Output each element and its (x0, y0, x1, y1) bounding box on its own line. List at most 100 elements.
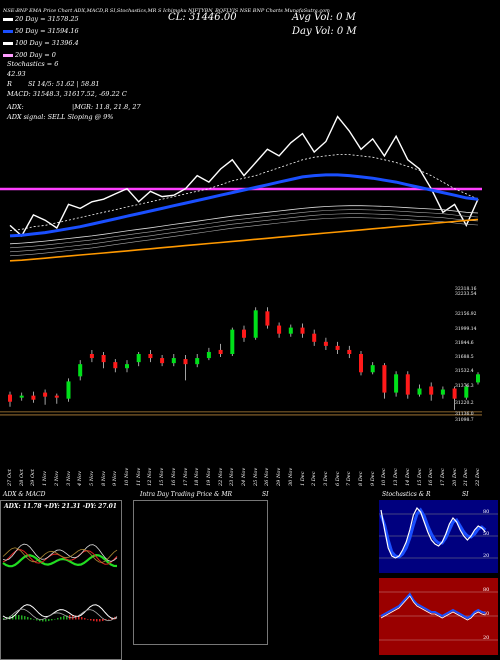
candle-body (206, 351, 211, 359)
macd-readout: MACD: 31548.3, 31617.52, -69.22 C (7, 90, 127, 98)
macd-histogram-bar (72, 615, 74, 620)
candle-body (19, 395, 24, 398)
date-tick-label: 16 Nov (170, 467, 177, 486)
date-tick-label: 11 Nov (135, 467, 142, 486)
legend-swatch-icon (3, 41, 13, 45)
legend-swatch-icon (3, 17, 13, 21)
price-tick-label: 31376.3 (455, 384, 474, 389)
candle-body (253, 310, 258, 338)
date-tick-label: 21 Dec (463, 468, 470, 486)
date-tick-label: 17 Dec (439, 468, 446, 486)
date-tick-label: 27 Oct (7, 469, 13, 486)
macd-histogram-bar (15, 615, 17, 620)
date-tick-label: 3 Dec (322, 471, 329, 486)
candle-body (347, 349, 352, 354)
adx-macd-panel: ADX: 11.78 +DY: 21.31 -DY: 27.01 (0, 500, 122, 660)
legend-20-day: 20 Day = 31578.25 (3, 15, 79, 23)
price-tick-label: 32318.16 (455, 287, 477, 292)
date-tick-label: 16 Dec (428, 468, 435, 486)
macd-histogram-bar (21, 615, 23, 620)
candle-body (440, 389, 445, 395)
stochastics-level-label: 80 (483, 509, 489, 515)
candle-body (218, 349, 223, 354)
series-line-200-day-ema (9, 218, 479, 262)
legend-200-day: 200 Day = 0 (3, 51, 56, 59)
date-tick-label: 2 Dec (311, 471, 318, 486)
macd-histogram-bar (78, 616, 80, 620)
adx-values-label: ADX: 11.78 +DY: 21.31 -DY: 27.01 (4, 503, 117, 510)
macd-histogram-bar (36, 619, 38, 621)
rsi-level-label: 50 (483, 611, 489, 617)
ema-price-chart (0, 115, 482, 262)
legend-50-day: 50 Day = 31594.16 (3, 27, 79, 35)
si-readout: SI 14/5: 51.62 | 58.81 (28, 80, 100, 88)
macd-histogram-bar (3, 618, 5, 620)
macd-histogram-bar (96, 619, 98, 622)
chart-header-line: NSE:BNP EMA Price Chart ADX,MACD,R SI,St… (3, 8, 330, 14)
candle-body (113, 362, 118, 369)
date-tick-label: 10 Dec (381, 468, 388, 486)
legend-label: 20 Day = 31578.25 (15, 15, 79, 23)
rsi-level-label: 80 (483, 587, 489, 593)
macd-histogram-bar (66, 615, 68, 620)
series-line-20-day-ema (9, 154, 479, 232)
date-tick-label: 22 Dec (475, 468, 481, 486)
date-tick-label: 9 Dec (369, 471, 376, 486)
macd-histogram-bar (87, 619, 89, 620)
candle-body (335, 345, 340, 350)
date-tick-label: 12 Nov (147, 467, 154, 486)
macd-histogram-bar (24, 616, 26, 620)
candle-body (89, 354, 94, 359)
date-tick-label: 23 Nov (229, 467, 236, 486)
candle-body (136, 354, 141, 363)
series-line-50-day-ema (9, 173, 479, 238)
price-tick-label: 31844.6 (455, 341, 474, 346)
candle-body (101, 355, 106, 363)
candle-body (323, 341, 328, 346)
macd-histogram-bar (84, 618, 86, 620)
candle-body (452, 388, 457, 399)
price-tick-label: 31999.14 (455, 327, 477, 332)
date-tick-label: 22 Nov (217, 467, 224, 486)
date-tick-label: 1 Dec (299, 471, 306, 486)
legend-label: 100 Day = 31396.4 (15, 39, 79, 47)
series-line-100-day-ema (9, 205, 479, 245)
candle-body (405, 374, 410, 395)
stochastics-title: Stochastics & R (382, 491, 431, 498)
candle-body (66, 381, 71, 399)
stochastics-k-line (380, 506, 486, 559)
macd-histogram-bar (81, 617, 83, 620)
date-tick-label: 8 Dec (358, 471, 364, 486)
candle-body (476, 374, 480, 383)
date-tick-label: 24 Nov (241, 467, 247, 486)
adx-lines (2, 543, 118, 622)
candle-body (382, 365, 387, 393)
adx-signal: ADX signal: SELL Sloping @ 9% (7, 113, 114, 121)
date-tick-label: 20 Dec (451, 468, 458, 486)
price-tick-label: 31098.7 (455, 418, 474, 423)
legend-label: 200 Day = 0 (15, 51, 56, 59)
price-tick-label: 31688.5 (455, 355, 474, 360)
candlestick-chart (0, 307, 482, 416)
macd-histogram-bar (39, 619, 41, 622)
candle-body (125, 364, 129, 369)
stochastics-si: SI (462, 491, 469, 498)
legend-swatch-icon (3, 53, 13, 57)
candle-body (429, 386, 434, 395)
intraday-panel (133, 500, 268, 645)
macd-histogram-bar (108, 618, 110, 620)
stochastics-readout: Stochastics = 6 (7, 60, 59, 68)
macd-histogram-bar (102, 619, 104, 622)
rsi-level-label: 20 (483, 635, 489, 641)
candle-body (265, 311, 270, 326)
stochastics-d-line (379, 507, 487, 559)
close-price-label: CL: 31446.00 (168, 12, 237, 23)
price-tick-label: 31220.2 (455, 401, 474, 406)
candle-body (54, 395, 59, 398)
ema-ribbon-line (9, 213, 479, 253)
legend-label: 50 Day = 31594.16 (15, 27, 79, 35)
date-tick-label: 28 Oct (18, 469, 25, 486)
candle-body (394, 374, 399, 393)
candle-body (195, 358, 200, 365)
macd-histogram-bar (111, 617, 113, 620)
